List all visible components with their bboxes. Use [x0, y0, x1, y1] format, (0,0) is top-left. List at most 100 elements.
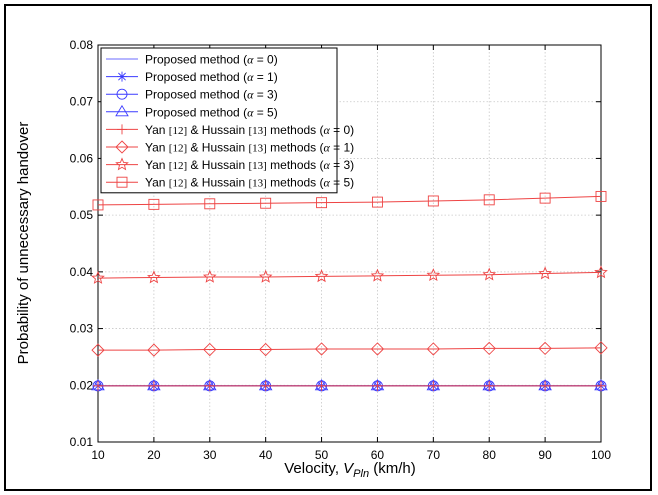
marker-triangle [115, 104, 129, 117]
y-tick-label: 0.08 [70, 38, 94, 52]
legend-label: Proposed method (α = 0) [145, 53, 278, 67]
marker-diamond [594, 341, 608, 355]
data-point [260, 380, 271, 391]
series-line [91, 341, 608, 357]
marker-diamond [147, 343, 161, 357]
series-layer [91, 190, 608, 392]
data-point [203, 342, 217, 357]
marker-star [594, 265, 608, 279]
data-point [202, 269, 217, 283]
data-point [482, 341, 496, 356]
marker-plus [204, 380, 215, 391]
x-tick-label: 30 [203, 448, 217, 462]
marker-star [202, 269, 217, 283]
series-path [98, 347, 602, 351]
marker-diamond [426, 342, 440, 356]
marker-diamond [370, 342, 385, 356]
marker-square [148, 198, 160, 210]
legend-label: Proposed method (α = 5) [145, 105, 278, 119]
marker-star [115, 157, 129, 171]
data-point [93, 380, 103, 391]
data-point [371, 196, 383, 208]
legend-box [100, 47, 338, 194]
series-line [92, 190, 607, 211]
marker-star [482, 267, 497, 281]
x-tick-label: 60 [371, 448, 385, 462]
marker-square [260, 197, 272, 209]
legend-entry: Proposed method (α = 0) [106, 53, 278, 67]
marker-circle [116, 88, 128, 100]
marker-diamond [482, 341, 496, 356]
data-point [538, 341, 552, 356]
data-point [483, 194, 495, 206]
x-tick-label: 40 [259, 448, 273, 462]
data-point [426, 268, 441, 282]
data-point [91, 343, 105, 357]
marker-square [483, 194, 495, 206]
marker-star [91, 270, 105, 284]
series-line [91, 378, 608, 391]
legend-label: Yan [12] & Hussain [13] methods (α = 3) [145, 158, 354, 172]
legend-label: Yan [12] & Hussain [13] methods (α = 5) [145, 176, 354, 190]
marker-plus [428, 380, 439, 391]
data-point [539, 192, 551, 204]
data-point [259, 342, 273, 357]
data-point [595, 190, 607, 202]
data-point [594, 341, 608, 355]
plot-area [97, 44, 602, 443]
data-point [426, 342, 440, 356]
marker-square [371, 196, 383, 208]
data-point [91, 270, 105, 284]
data-point [370, 342, 385, 356]
x-tick-label: 80 [483, 448, 497, 462]
marker-square [539, 192, 551, 204]
marker-plus [316, 380, 327, 391]
x-axis-label: Velocity, VPln (km/h) [284, 460, 416, 480]
marker-square [92, 199, 104, 211]
marker-plus [260, 380, 271, 391]
data-point [260, 197, 272, 209]
marker-star [147, 270, 161, 284]
y-tick-label: 0.07 [70, 95, 94, 109]
data-point [372, 380, 383, 391]
legend-entry: Yan [12] & Hussain [13] methods (α = 0) [106, 123, 354, 137]
data-point [594, 265, 608, 279]
marker-plus [596, 380, 606, 391]
legend-entry: Yan [12] & Hussain [13] methods (α = 5) [106, 176, 354, 190]
marker-plus [148, 380, 159, 391]
marker-square [316, 197, 328, 209]
marker-diamond [203, 342, 217, 357]
data-point [316, 197, 328, 209]
legend-entry: Yan [12] & Hussain [13] methods (α = 1) [106, 140, 354, 155]
series-line [93, 380, 606, 391]
legend-entry: Proposed method (α = 1) [106, 70, 278, 84]
y-tick-label: 0.05 [70, 208, 94, 222]
marker-diamond [91, 343, 105, 357]
x-tick-label: 50 [315, 448, 329, 462]
y-axis-label: Probability of unnecessary handover [15, 122, 32, 365]
x-tick-label: 70 [427, 448, 441, 462]
x-tick-label: 100 [591, 448, 611, 462]
data-point [484, 380, 495, 391]
y-tick-label: 0.04 [70, 265, 94, 279]
data-point [540, 380, 551, 391]
y-tick-label: 0.01 [70, 435, 94, 449]
y-tick-label: 0.02 [70, 378, 94, 392]
marker-diamond [538, 341, 552, 356]
data-point [148, 380, 159, 391]
series-path [97, 195, 602, 206]
series-path [97, 271, 602, 279]
x-tick-label: 10 [91, 448, 105, 462]
marker-square [204, 198, 216, 210]
marker-plus [93, 380, 103, 391]
marker-star [370, 268, 385, 282]
legend-label: Yan [12] & Hussain [13] methods (α = 1) [145, 141, 354, 155]
y-tick-label: 0.03 [70, 322, 94, 336]
marker-diamond [259, 342, 273, 357]
series-line [91, 265, 608, 284]
data-point [148, 198, 160, 210]
marker-plus [117, 124, 127, 135]
marker-star [426, 268, 441, 282]
legend-entry: Yan [12] & Hussain [13] methods (α = 3) [106, 157, 354, 172]
